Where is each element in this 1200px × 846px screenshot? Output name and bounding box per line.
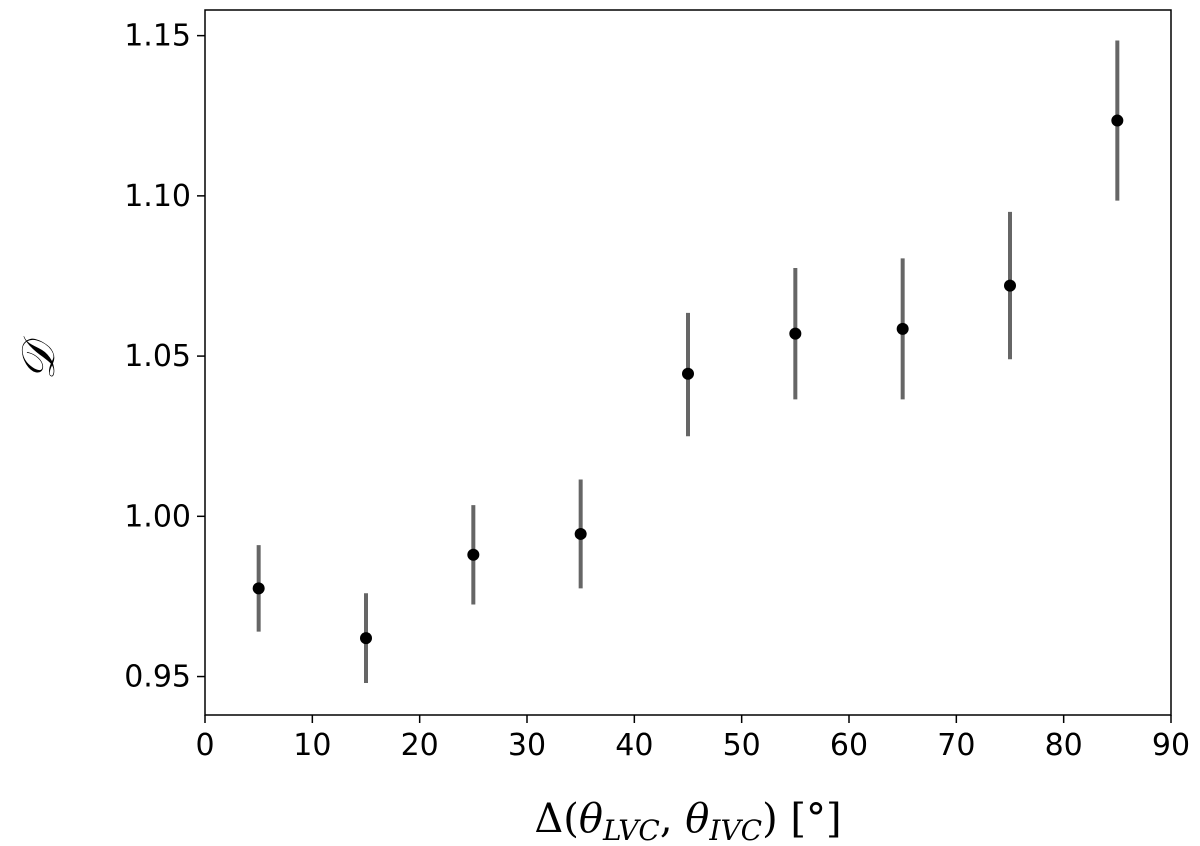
y-tick-label: 0.95 — [124, 660, 191, 695]
y-tick-label: 1.05 — [124, 339, 191, 374]
x-tick-label: 40 — [615, 728, 653, 763]
points-layer — [252, 114, 1124, 645]
x-tick-label: 20 — [401, 728, 439, 763]
plot-area-frame — [204, 9, 1172, 716]
data-point — [574, 527, 587, 540]
data-point — [252, 582, 265, 595]
x-tick-label: 80 — [1045, 728, 1083, 763]
data-point — [682, 367, 694, 380]
y-tick-label: 1.00 — [124, 499, 191, 534]
x-tick-label: 50 — [723, 728, 761, 763]
data-point — [1111, 114, 1124, 127]
x-tick-label: 90 — [1152, 728, 1190, 763]
y-tick-label: 1.10 — [124, 179, 191, 214]
data-point — [467, 548, 480, 561]
y-tick-label: 1.15 — [124, 19, 191, 54]
data-point — [360, 632, 372, 645]
x-tick-label: 60 — [830, 728, 868, 763]
data-point — [1004, 279, 1016, 292]
x-axis-title: Δ(θLVC, θIVC) [°] — [534, 796, 841, 846]
errorbars-layer — [256, 40, 1120, 683]
x-tick-label: 70 — [937, 728, 975, 763]
y-axis-title: 𝒟 — [11, 335, 65, 380]
ticks-layer: 0 10 20 30 40 50 60 70 80 90 0.95 1.00 1.05 1.10 1.15 — [124, 19, 1190, 763]
x-tick-label: 10 — [293, 728, 331, 763]
data-point — [789, 327, 802, 340]
x-tick-label: 0 — [195, 728, 214, 763]
data-point — [896, 322, 909, 335]
x-tick-label: 30 — [508, 728, 546, 763]
